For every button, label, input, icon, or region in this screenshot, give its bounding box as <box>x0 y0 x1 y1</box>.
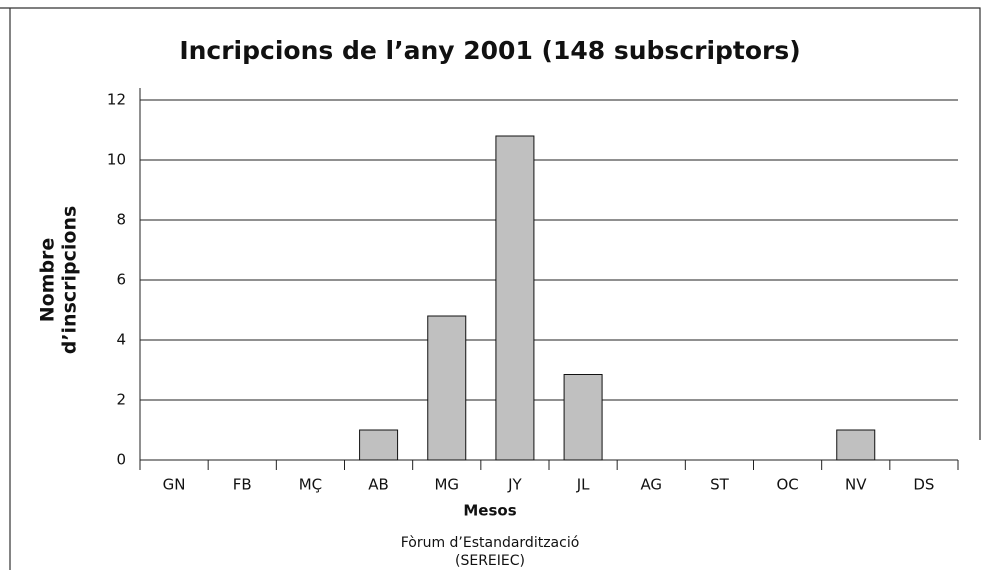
x-tick-label: AG <box>640 476 662 494</box>
x-tick-label: FB <box>233 476 252 494</box>
bar <box>836 429 876 461</box>
chart-title: Incripcions de l’any 2001 (148 subscript… <box>179 36 800 65</box>
x-tick-label: GN <box>163 476 186 494</box>
y-tick-label: 10 <box>107 151 126 169</box>
x-tick-label: JY <box>507 476 522 494</box>
x-tick-label: MÇ <box>299 476 322 494</box>
x-tick-label: JL <box>576 476 590 494</box>
x-tick-label: AB <box>368 476 389 494</box>
bar <box>495 135 535 461</box>
bar <box>427 315 467 461</box>
y-axis-label: d’inscripcions <box>59 206 81 355</box>
y-tick-label: 2 <box>116 391 126 409</box>
y-tick-label: 4 <box>116 331 126 349</box>
x-tick-label: OC <box>776 476 798 494</box>
y-tick-label: 0 <box>116 451 126 469</box>
y-tick-label: 12 <box>107 91 126 109</box>
source: (SEREIEC) <box>455 553 525 569</box>
y-tick-label: 8 <box>116 211 126 229</box>
x-tick-label: DS <box>913 476 934 494</box>
x-tick-label: ST <box>710 476 730 494</box>
bar <box>563 374 603 461</box>
frame <box>0 7 981 570</box>
y-axis-label: Nombre <box>37 238 59 323</box>
bar <box>359 429 399 461</box>
y-tick-label: 6 <box>116 271 126 289</box>
x-tick-label: MG <box>434 476 459 494</box>
source: Fòrum d’Estandardització <box>401 535 580 551</box>
x-tick-label: NV <box>845 476 867 494</box>
x-axis-label: Mesos <box>463 502 516 520</box>
